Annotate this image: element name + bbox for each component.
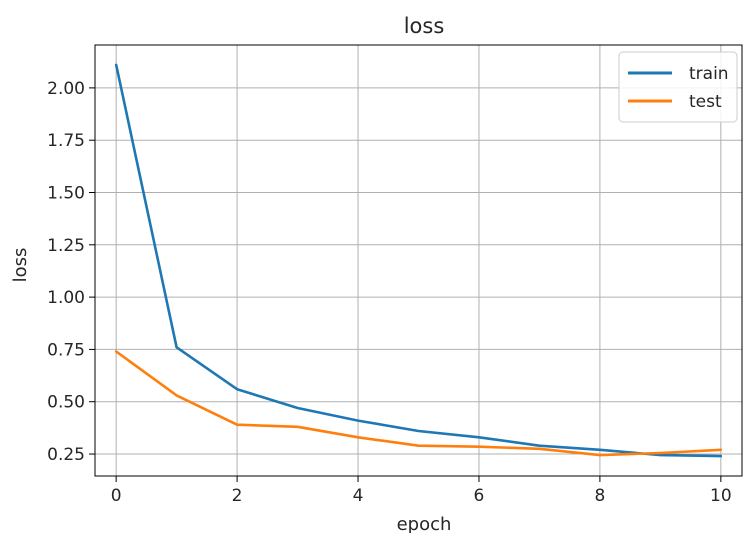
x-tick-label: 2 [232,486,243,506]
y-tick-label: 1.00 [47,288,85,308]
x-tick-label: 4 [353,486,364,506]
series-line-train [114,63,723,458]
legend-label-train: train [689,64,729,84]
x-axis-label: epoch [397,514,452,533]
plot-frame [94,44,743,477]
y-tick-label: 1.25 [47,236,85,256]
y-tick-label: 0.25 [47,445,85,465]
y-tick-label: 0.50 [47,393,85,413]
y-axis-label: loss [10,248,31,283]
legend: train test [618,51,738,123]
x-tick-label: 10 [710,486,732,506]
x-tick-label: 0 [111,486,122,506]
legend-box [618,51,738,123]
y-tick-label: 0.75 [47,340,85,360]
series-line-test [114,350,723,457]
x-tick-label: 6 [474,486,485,506]
x-tick-label: 8 [594,486,605,506]
plot-series [114,63,723,458]
legend-label-test: test [689,92,722,112]
y-tick-label: 1.50 [47,184,85,204]
axis-ticks: 0 2 4 6 8 10 0.25 0.50 0.75 1.00 1.25 1.50 1.75 2.00 [47,79,732,506]
y-tick-label: 1.75 [47,131,85,151]
chart-title: loss [404,14,445,38]
y-tick-label: 2.00 [47,79,85,99]
